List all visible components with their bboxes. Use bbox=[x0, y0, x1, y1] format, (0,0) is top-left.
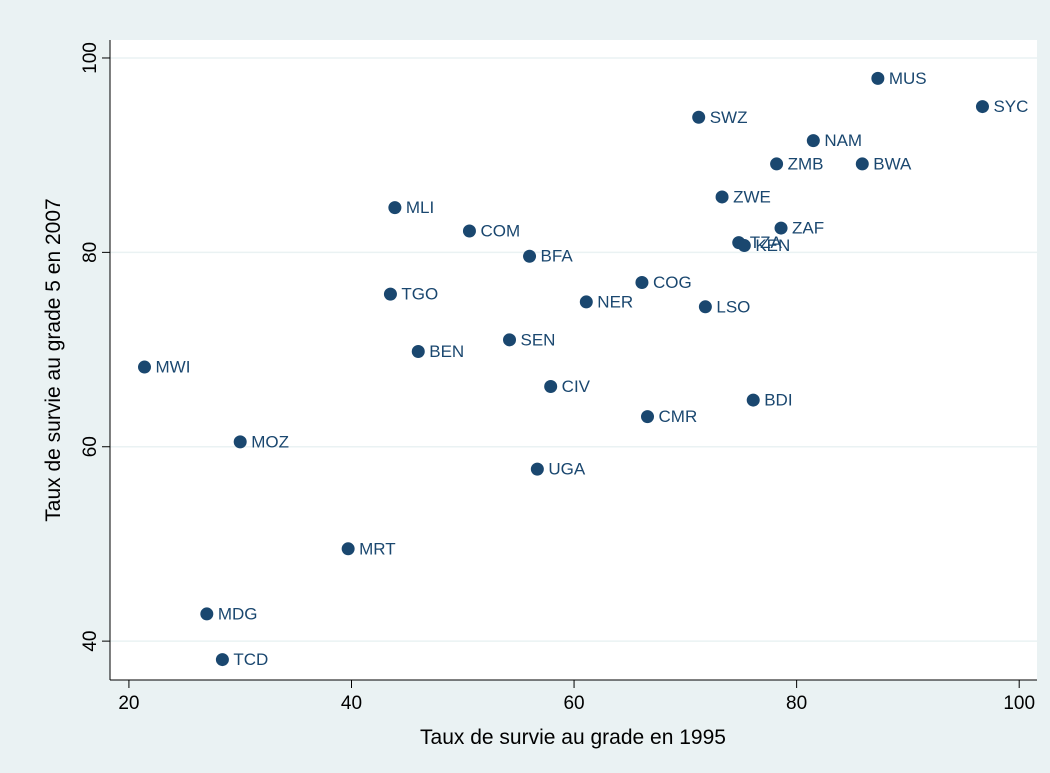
x-tick-label: 20 bbox=[118, 693, 139, 714]
point bbox=[411, 344, 425, 358]
point-label: MLI bbox=[406, 198, 434, 217]
y-tick-label: 60 bbox=[80, 436, 101, 457]
point bbox=[383, 287, 397, 301]
point bbox=[746, 393, 760, 407]
point bbox=[503, 333, 517, 347]
point-label: SWZ bbox=[710, 108, 748, 127]
y-tick-label: 100 bbox=[80, 42, 101, 74]
plot-area bbox=[110, 40, 1037, 680]
point-label: LSO bbox=[716, 297, 750, 316]
point bbox=[770, 157, 784, 171]
x-tick-label: 40 bbox=[341, 693, 362, 714]
point-label: MRT bbox=[359, 539, 396, 558]
point bbox=[737, 239, 751, 253]
x-tick-label: 80 bbox=[786, 693, 807, 714]
y-axis-title: Taux de survie au grade 5 en 2007 bbox=[42, 198, 65, 521]
point-label: NER bbox=[597, 292, 633, 311]
point bbox=[975, 100, 989, 114]
point-label: MWI bbox=[155, 358, 190, 377]
point bbox=[715, 190, 729, 204]
point bbox=[579, 295, 593, 309]
point bbox=[388, 201, 402, 215]
point-label: BDI bbox=[764, 391, 792, 410]
point-label: BWA bbox=[873, 154, 912, 173]
point bbox=[215, 653, 229, 667]
point-label: MUS bbox=[889, 69, 927, 88]
point-label: MDG bbox=[218, 604, 258, 623]
point-label: KEN bbox=[755, 236, 790, 255]
x-axis-title: Taux de survie au grade en 1995 bbox=[420, 726, 726, 749]
point-label: UGA bbox=[548, 460, 586, 479]
point-label: TZA bbox=[750, 233, 783, 252]
x-tick-label: 60 bbox=[563, 693, 584, 714]
point bbox=[692, 110, 706, 124]
point-label: CIV bbox=[562, 377, 591, 396]
point bbox=[462, 224, 476, 238]
point bbox=[341, 542, 355, 556]
point-label: BEN bbox=[429, 342, 464, 361]
point-label: TGO bbox=[401, 285, 438, 304]
point bbox=[530, 462, 544, 476]
point-label: ZAF bbox=[792, 219, 824, 238]
point-label: CMR bbox=[659, 407, 698, 426]
point bbox=[544, 379, 558, 393]
y-tick-label: 40 bbox=[80, 631, 101, 652]
point-label: SEN bbox=[521, 330, 556, 349]
point-label: MOZ bbox=[251, 432, 289, 451]
point-label: COG bbox=[653, 273, 692, 292]
point-label: COM bbox=[480, 221, 520, 240]
point-label: BFA bbox=[541, 247, 574, 266]
point bbox=[855, 157, 869, 171]
point bbox=[200, 607, 214, 621]
point bbox=[137, 360, 151, 374]
point bbox=[635, 275, 649, 289]
point bbox=[774, 221, 788, 235]
y-tick-label: 80 bbox=[80, 242, 101, 263]
point-label: ZWE bbox=[733, 187, 771, 206]
point-label: NAM bbox=[824, 131, 862, 150]
point bbox=[698, 300, 712, 314]
point bbox=[641, 410, 655, 424]
point-label: ZMB bbox=[788, 154, 824, 173]
x-tick-label: 100 bbox=[1003, 693, 1035, 714]
point bbox=[871, 71, 885, 85]
point bbox=[523, 249, 537, 263]
point-label: SYC bbox=[993, 97, 1028, 116]
point bbox=[233, 435, 247, 449]
point bbox=[806, 134, 820, 148]
point-label: TCD bbox=[233, 650, 268, 669]
